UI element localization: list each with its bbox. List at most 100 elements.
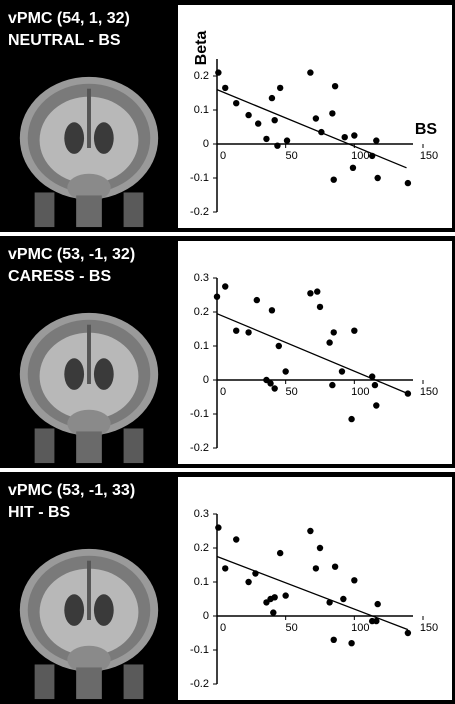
x-tick-label: 100 bbox=[351, 386, 369, 398]
data-point bbox=[276, 549, 284, 557]
data-point bbox=[275, 342, 282, 350]
data-point bbox=[307, 527, 314, 535]
x-axis-label: BS bbox=[415, 121, 438, 138]
data-point bbox=[271, 594, 278, 601]
data-point bbox=[330, 636, 337, 643]
data-point bbox=[349, 164, 357, 171]
data-point bbox=[314, 288, 321, 295]
data-point bbox=[368, 152, 376, 160]
data-point bbox=[351, 132, 358, 139]
data-point bbox=[404, 390, 412, 397]
y-tick-label: 0.2 bbox=[194, 70, 209, 82]
data-point bbox=[326, 339, 333, 346]
data-point bbox=[348, 640, 355, 647]
y-tick-label: 0 bbox=[203, 610, 209, 622]
y-tick-label: -0.2 bbox=[190, 442, 209, 454]
data-point bbox=[312, 565, 320, 572]
data-point bbox=[341, 134, 348, 141]
data-point bbox=[329, 381, 336, 389]
data-point bbox=[373, 402, 380, 409]
y-tick-label: -0.1 bbox=[190, 644, 209, 656]
x-tick-label: 100 bbox=[351, 150, 369, 162]
x-tick-label: 0 bbox=[220, 150, 226, 162]
data-point bbox=[316, 303, 324, 311]
panel: vPMC (53, -1, 32) CARESS - BS -0.2 -0.1 0 0.1… bbox=[0, 236, 455, 468]
data-point bbox=[374, 174, 381, 182]
data-point bbox=[245, 329, 252, 336]
data-point bbox=[374, 600, 381, 608]
y-tick-label: -0.2 bbox=[190, 678, 209, 690]
y-tick-label: 0.1 bbox=[194, 576, 209, 588]
data-point bbox=[233, 536, 240, 543]
data-point bbox=[316, 544, 324, 552]
y-tick-label: 0.3 bbox=[194, 508, 209, 520]
data-point bbox=[371, 381, 379, 389]
regression-line bbox=[216, 555, 409, 631]
data-point bbox=[351, 327, 358, 334]
y-axis-label: Beta bbox=[193, 31, 210, 66]
data-point bbox=[222, 565, 229, 572]
data-point bbox=[268, 94, 276, 102]
data-point bbox=[373, 617, 380, 625]
y-tick-label: 0 bbox=[203, 374, 209, 386]
plot-area bbox=[178, 241, 452, 464]
data-point bbox=[338, 368, 346, 375]
data-point bbox=[268, 307, 276, 314]
data-point bbox=[330, 329, 337, 336]
x-tick-label: 150 bbox=[420, 150, 438, 162]
plot-area bbox=[178, 477, 452, 700]
data-point bbox=[215, 524, 222, 531]
data-point bbox=[373, 137, 380, 144]
data-point bbox=[274, 142, 281, 149]
panel: vPMC (53, -1, 33) HIT - BS -0.2 -0.1 0 0.1 0.2… bbox=[0, 472, 455, 704]
data-point bbox=[318, 128, 325, 136]
data-point bbox=[233, 327, 240, 334]
x-tick-label: 150 bbox=[420, 386, 438, 398]
y-tick-label: -0.1 bbox=[190, 408, 209, 420]
data-point bbox=[282, 368, 289, 375]
data-point bbox=[330, 176, 337, 183]
data-point bbox=[368, 373, 376, 380]
data-point bbox=[222, 283, 229, 290]
data-point bbox=[270, 609, 277, 616]
y-tick-label: 0.2 bbox=[194, 306, 209, 318]
panel-title: vPMC (53, -1, 32) bbox=[8, 246, 135, 263]
x-tick-label: 50 bbox=[286, 150, 298, 162]
panel-title: vPMC (53, -1, 33) bbox=[8, 482, 135, 499]
data-point bbox=[245, 111, 252, 119]
panel: vPMC (54, 1, 32) NEUTRAL - BS -0.2 -0.1 0 0.1… bbox=[0, 0, 455, 232]
data-point bbox=[331, 563, 339, 570]
panel-subtitle: CARESS - BS bbox=[8, 268, 111, 285]
data-point bbox=[329, 110, 336, 117]
y-tick-label: 0.1 bbox=[194, 340, 209, 352]
data-point bbox=[253, 296, 261, 304]
panel-title: vPMC (54, 1, 32) bbox=[8, 10, 130, 27]
data-point bbox=[307, 290, 314, 297]
regression-line bbox=[216, 313, 409, 395]
x-tick-label: 0 bbox=[220, 622, 226, 634]
data-point bbox=[351, 577, 358, 584]
y-tick-label: 0.3 bbox=[194, 272, 209, 284]
x-tick-label: 50 bbox=[286, 386, 298, 398]
x-tick-label: 50 bbox=[286, 622, 298, 634]
data-point bbox=[245, 578, 252, 586]
data-point bbox=[222, 84, 229, 92]
brain-image bbox=[5, 68, 173, 228]
data-point bbox=[326, 599, 333, 606]
data-point bbox=[213, 293, 221, 300]
data-point bbox=[215, 69, 222, 76]
x-tick-label: 150 bbox=[420, 622, 438, 634]
y-tick-label: 0.2 bbox=[194, 542, 209, 554]
data-point bbox=[331, 83, 339, 90]
y-tick-label: 0 bbox=[203, 138, 209, 150]
x-tick-label: 0 bbox=[220, 386, 226, 398]
data-point bbox=[255, 120, 262, 127]
data-point bbox=[283, 137, 291, 144]
data-point bbox=[276, 84, 284, 92]
y-tick-label: -0.1 bbox=[190, 172, 209, 184]
data-point bbox=[312, 115, 320, 122]
data-point bbox=[348, 415, 355, 423]
data-point bbox=[340, 595, 347, 603]
data-point bbox=[404, 179, 412, 187]
